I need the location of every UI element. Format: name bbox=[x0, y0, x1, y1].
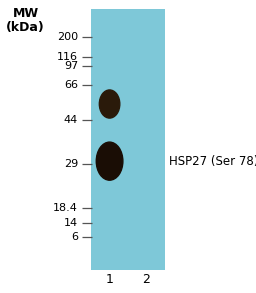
Bar bbox=[91, 9, 128, 270]
Text: 29: 29 bbox=[64, 159, 78, 169]
Text: 6: 6 bbox=[71, 232, 78, 242]
Text: 1: 1 bbox=[105, 273, 113, 286]
Text: MW
(kDa): MW (kDa) bbox=[6, 7, 45, 34]
Ellipse shape bbox=[99, 90, 120, 118]
Text: 14: 14 bbox=[64, 218, 78, 228]
Text: HSP27 (Ser 78): HSP27 (Ser 78) bbox=[169, 155, 256, 168]
Text: 2: 2 bbox=[143, 273, 150, 286]
Text: 116: 116 bbox=[57, 52, 78, 62]
Bar bbox=[128, 9, 165, 270]
Ellipse shape bbox=[96, 142, 123, 180]
Text: 18.4: 18.4 bbox=[53, 203, 78, 213]
Text: 97: 97 bbox=[64, 61, 78, 71]
Text: 44: 44 bbox=[64, 115, 78, 125]
Text: 66: 66 bbox=[64, 80, 78, 90]
Text: 200: 200 bbox=[57, 32, 78, 42]
